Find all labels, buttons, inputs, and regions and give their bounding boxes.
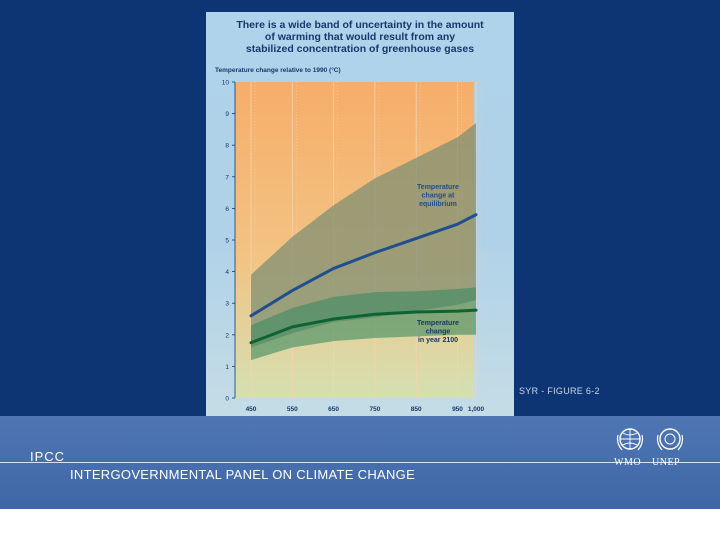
chart-title-line: of warming that would result from any: [264, 31, 456, 43]
chart-plot: 0123456789104505506507508509501,000Event…: [222, 80, 485, 426]
x-tick-label: 550: [287, 406, 298, 413]
unep-emblem-icon: [656, 428, 684, 451]
footer-divider: [0, 462, 720, 463]
y-tick-label: 3: [225, 301, 229, 308]
x-tick-label: 950: [452, 406, 463, 413]
series-annotation: in year 2100: [418, 337, 458, 344]
y-tick-label: 2: [225, 332, 229, 339]
y-tick-label: 8: [225, 143, 229, 150]
y-tick-label: 1: [225, 364, 229, 371]
series-annotation: Temperature: [417, 320, 459, 327]
x-tick-label: 450: [246, 406, 257, 413]
figure-reference: SYR - FIGURE 6-2: [519, 386, 600, 396]
y-tick-label: 5: [225, 238, 229, 245]
chart-title: There is a wide band of uncertainty in t…: [206, 19, 514, 55]
y-tick-label: 0: [225, 396, 229, 403]
wmo-emblem-icon: [616, 428, 644, 451]
x-tick-label: 750: [369, 406, 380, 413]
ipcc-acronym: IPCC: [30, 449, 66, 464]
series-annotation: equilibrium: [419, 201, 457, 208]
y-tick-label: 7: [225, 174, 229, 181]
y-axis-label: Temperature change relative to 1990 (°C): [215, 67, 341, 74]
y-tick-label: 4: [225, 269, 229, 276]
uncertainty-band: [251, 287, 476, 361]
chart-title-line: There is a wide band of uncertainty in t…: [236, 19, 484, 31]
y-tick-label: 6: [225, 206, 229, 213]
wmo-label: WMO: [614, 457, 642, 468]
y-tick-label: 9: [225, 111, 229, 118]
unep-label: UNEP: [652, 457, 681, 468]
series-annotation: Temperature: [417, 184, 459, 191]
series-annotation: change: [426, 329, 451, 336]
x-tick-label: 850: [411, 406, 422, 413]
organization-name: INTERGOVERNMENTAL PANEL ON CLIMATE CHANG…: [70, 467, 416, 482]
x-tick-label: 650: [328, 406, 339, 413]
figure-panel: There is a wide band of uncertainty in t…: [206, 12, 514, 430]
series-line: [249, 213, 478, 318]
y-tick-label: 10: [222, 80, 230, 87]
chart-title-line: stabilized concentration of greenhouse g…: [245, 43, 475, 55]
series-annotation: change at: [422, 193, 455, 200]
x-tick-label: 1,000: [468, 406, 485, 413]
series-line: [249, 308, 478, 345]
